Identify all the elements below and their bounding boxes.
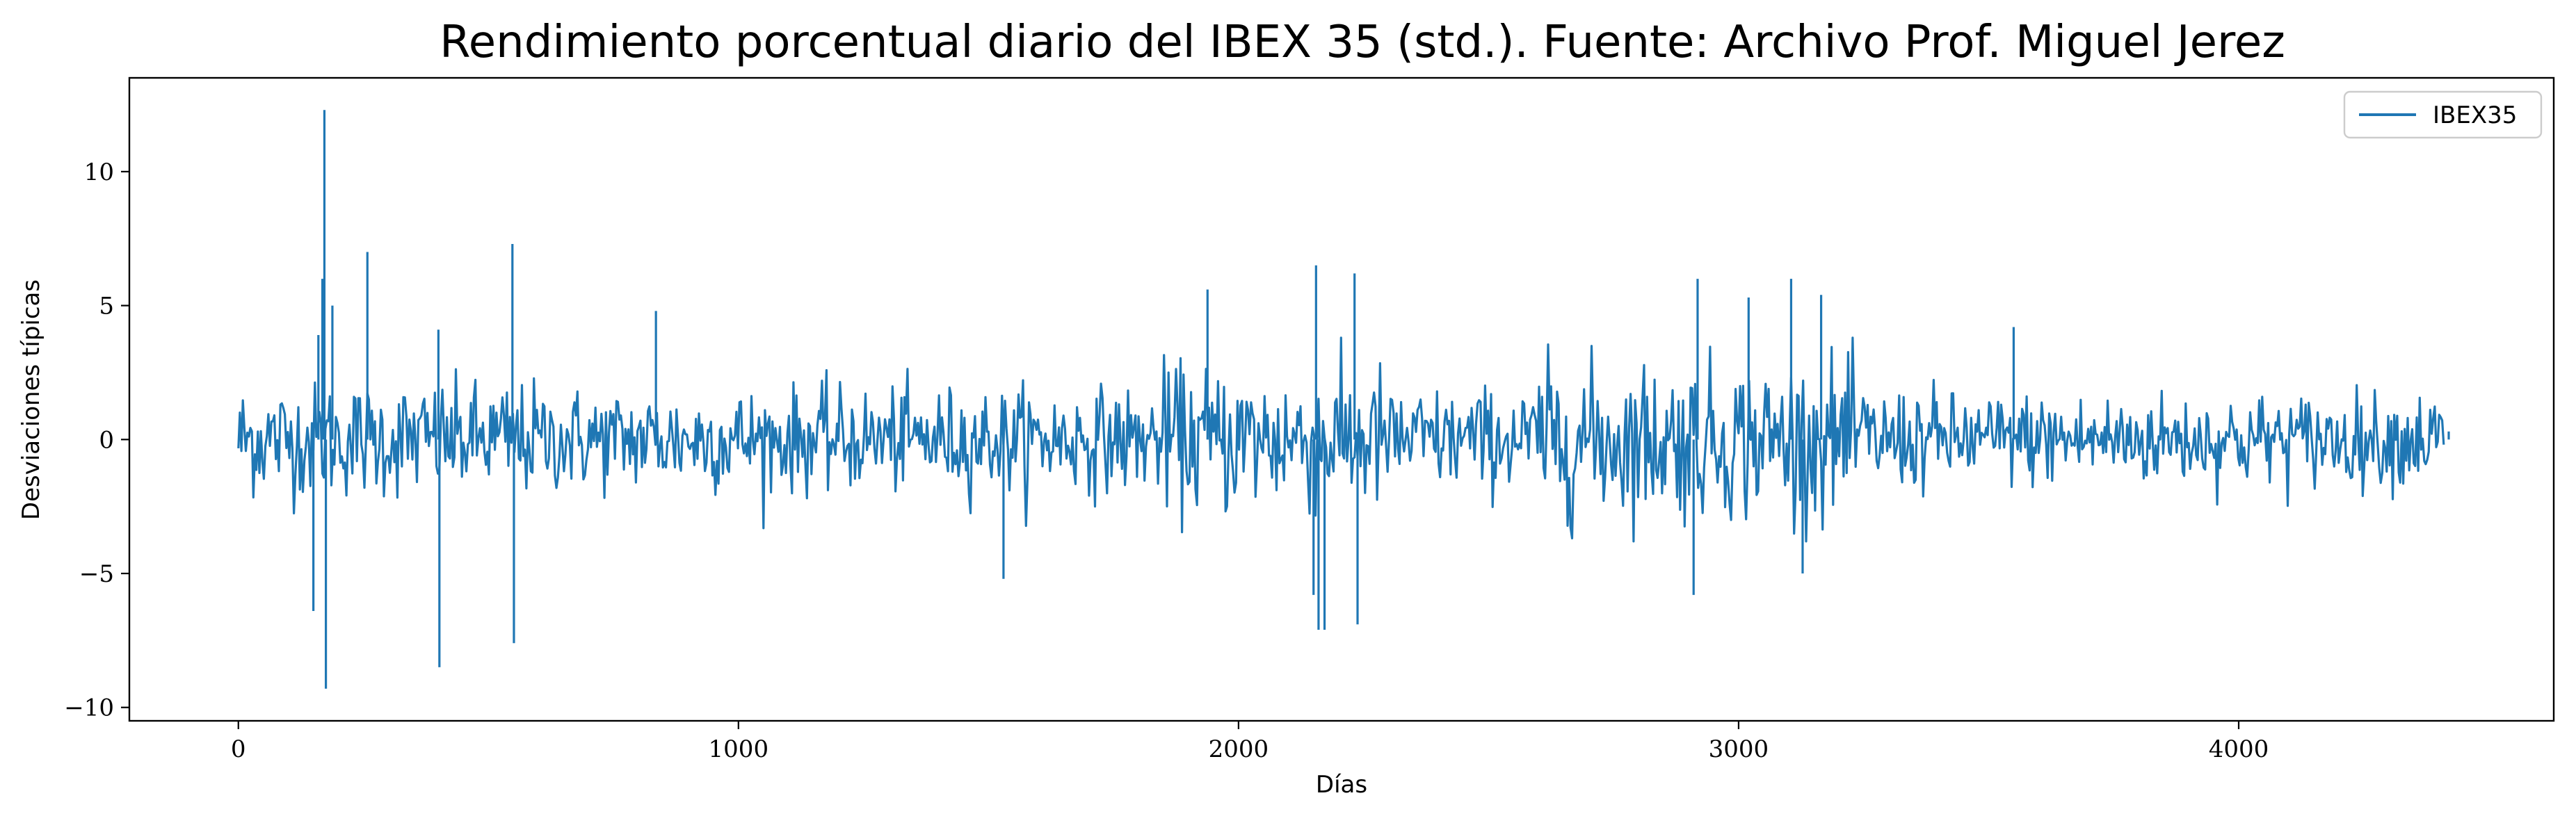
y-tick-label: 0 [99, 426, 114, 454]
y-tick-label: 5 [99, 293, 114, 320]
y-tick-label: 10 [84, 158, 114, 186]
y-tick-label: −5 [79, 560, 114, 588]
axes-frame [128, 76, 2555, 722]
x-tick-label: 3000 [1709, 735, 1769, 763]
x-tick-label: 4000 [2209, 735, 2269, 763]
series-spikes [312, 110, 2450, 689]
y-axis-label: Desviaciones típicas [17, 279, 45, 520]
chart-title: Rendimiento porcentual diario del IBEX 3… [440, 17, 2285, 68]
x-tick-label: 0 [231, 735, 246, 763]
plot-area [237, 110, 2450, 689]
y-axis-ticks: −10 −5 0 5 10 [64, 158, 129, 722]
legend-label: IBEX35 [2433, 101, 2517, 129]
x-axis-ticks: 0 1000 2000 3000 4000 [231, 721, 2269, 763]
legend-box [2343, 90, 2543, 139]
x-tick-label: 2000 [1209, 735, 1269, 763]
x-tick-label: 1000 [709, 735, 769, 763]
x-axis-label: Días [1316, 771, 1367, 799]
y-tick-label: −10 [64, 694, 114, 722]
series-line-ibex35 [237, 336, 2445, 543]
legend: IBEX35 [2343, 90, 2543, 139]
